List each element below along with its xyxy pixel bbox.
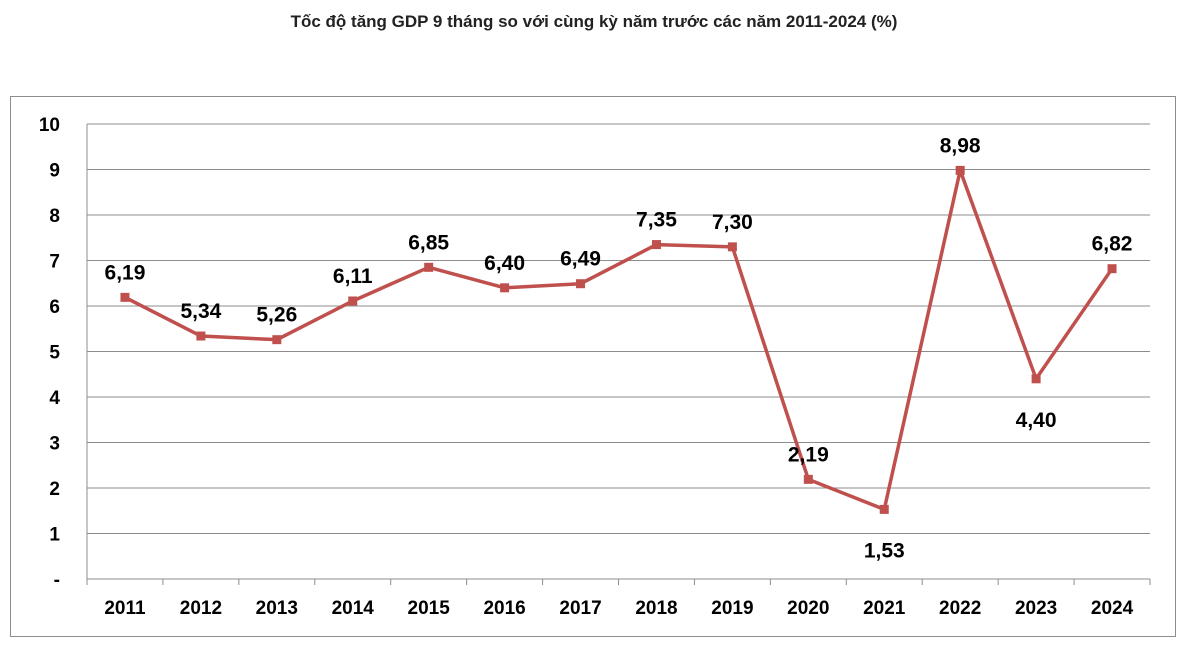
y-tick-label: 1: [49, 525, 60, 546]
data-point: [120, 292, 130, 302]
data-label: 6,40: [484, 252, 525, 275]
data-label: 2,19: [788, 443, 829, 466]
x-tick-label: 2024: [1091, 598, 1134, 619]
data-point: [651, 240, 661, 250]
x-tick-label: 2012: [180, 598, 222, 619]
chart-title: Tốc độ tăng GDP 9 tháng so với cùng kỳ n…: [290, 12, 898, 31]
x-tick-label: 2020: [787, 598, 829, 619]
data-label: 6,85: [408, 231, 449, 254]
x-tick-label: 2021: [863, 598, 906, 619]
x-tick-label: 2013: [256, 598, 298, 619]
data-label: 5,26: [256, 304, 297, 327]
data-point: [348, 296, 358, 306]
x-tick-label: 2023: [1015, 598, 1057, 619]
data-label: 6,82: [1092, 233, 1133, 256]
x-tick-label: 2016: [483, 598, 525, 619]
data-point: [196, 331, 206, 341]
data-point: [727, 242, 737, 252]
x-tick-label: 2022: [939, 598, 981, 619]
data-point: [424, 262, 434, 272]
y-tick-label: -: [54, 570, 60, 591]
y-tick-label: 5: [49, 343, 60, 364]
y-tick-label: 8: [49, 206, 60, 227]
data-label: 8,98: [940, 134, 981, 157]
y-tick-label: 9: [49, 161, 60, 182]
y-tick-label: 2: [49, 479, 60, 500]
y-tick-label: 7: [49, 252, 60, 273]
data-label: 6,19: [105, 261, 146, 284]
data-label: 7,30: [712, 211, 753, 234]
y-tick-label: 10: [39, 115, 60, 136]
data-label: 1,53: [864, 539, 905, 562]
data-point: [1031, 374, 1041, 384]
data-label: 7,35: [636, 209, 677, 232]
data-point: [1107, 264, 1117, 274]
chart-frame: [10, 96, 1176, 637]
x-tick-label: 2019: [711, 598, 753, 619]
x-tick-label: 2011: [104, 598, 146, 619]
x-tick-label: 2014: [332, 598, 375, 619]
data-label: 4,40: [1016, 409, 1057, 432]
data-label: 6,49: [560, 248, 601, 271]
data-point: [955, 165, 965, 175]
data-point: [272, 335, 282, 345]
y-tick-label: 3: [49, 434, 60, 455]
y-tick-label: 6: [49, 297, 60, 318]
x-tick-label: 2018: [635, 598, 677, 619]
x-tick-label: 2017: [559, 598, 601, 619]
y-tick-label: 4: [49, 388, 60, 409]
data-label: 6,11: [333, 265, 373, 288]
data-label: 5,34: [180, 300, 221, 323]
series-line: [124, 168, 1114, 512]
x-tick-label: 2015: [408, 598, 451, 619]
data-point: [576, 279, 586, 289]
data-point: [803, 474, 813, 484]
data-point: [879, 504, 889, 514]
data-point: [500, 283, 510, 293]
